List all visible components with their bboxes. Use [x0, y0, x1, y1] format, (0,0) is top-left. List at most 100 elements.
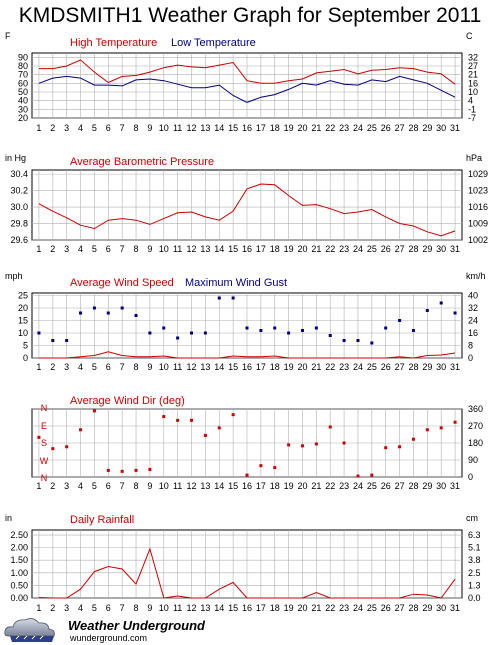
day-tick-label: 9: [147, 123, 152, 133]
data-point: [314, 326, 318, 330]
day-tick-label: 9: [147, 481, 152, 491]
day-tick-label: 3: [64, 362, 69, 372]
series-line: [38, 547, 456, 599]
left-tick-label: 0.00: [10, 593, 28, 603]
day-tick-label: 2: [50, 603, 55, 613]
day-tick-label: 8: [134, 244, 139, 254]
day-tick-label: 22: [325, 362, 335, 372]
day-tick-label: 6: [106, 603, 111, 613]
series-legend-label: Average Barometric Pressure: [70, 156, 214, 168]
data-point: [398, 445, 402, 449]
day-tick-label: 29: [422, 481, 432, 491]
day-tick-label: 13: [200, 244, 210, 254]
day-tick-label: 20: [297, 244, 307, 254]
right-tick-label: 6.3: [468, 530, 481, 540]
data-point: [51, 447, 55, 451]
data-point: [203, 331, 207, 335]
right-tick-label: 90: [468, 455, 478, 465]
day-tick-label: 25: [367, 481, 377, 491]
day-tick-label: 29: [422, 123, 432, 133]
day-tick-label: 1: [36, 603, 41, 613]
day-tick-label: 6: [106, 244, 111, 254]
day-tick-label: 5: [92, 603, 97, 613]
left-tick-label: 0: [23, 353, 28, 363]
day-tick-label: 5: [92, 362, 97, 372]
day-tick-label: 30: [436, 362, 446, 372]
day-tick-label: 14: [214, 362, 224, 372]
right-tick-label: 1029: [468, 169, 488, 179]
day-tick-label: 29: [422, 244, 432, 254]
right-tick-label: 180: [468, 438, 483, 448]
day-tick-label: 15: [228, 362, 238, 372]
day-tick-label: 23: [339, 481, 349, 491]
day-tick-label: 20: [297, 603, 307, 613]
right-tick-label: 0: [468, 472, 473, 482]
data-point: [65, 339, 69, 342]
day-tick-label: 30: [436, 603, 446, 613]
day-tick-label: 3: [64, 244, 69, 254]
wind-dir-letter: S: [41, 438, 47, 448]
day-tick-label: 14: [214, 481, 224, 491]
data-point: [190, 331, 194, 335]
right-tick-label: -1: [468, 104, 476, 114]
day-tick-label: 31: [450, 123, 460, 133]
right-tick-label: 270: [468, 421, 483, 431]
data-point: [439, 426, 443, 430]
right-tick-label: 4: [468, 96, 473, 106]
right-unit-label: cm: [466, 513, 478, 523]
day-tick-label: 27: [395, 603, 405, 613]
day-tick-label: 15: [228, 123, 238, 133]
data-point: [134, 468, 138, 472]
left-tick-label: 25: [18, 291, 28, 301]
day-tick-label: 2: [50, 362, 55, 372]
data-point: [106, 311, 110, 315]
day-tick-label: 7: [120, 481, 125, 491]
data-point: [398, 319, 402, 322]
day-tick-label: 1: [36, 362, 41, 372]
data-point: [342, 339, 346, 342]
day-tick-label: 10: [159, 123, 169, 133]
day-tick-label: 4: [78, 362, 83, 372]
day-tick-label: 20: [297, 123, 307, 133]
data-point: [425, 309, 429, 312]
day-tick-label: 11: [173, 603, 182, 613]
day-tick-label: 3: [64, 603, 69, 613]
data-point: [259, 329, 263, 332]
data-point: [162, 415, 166, 419]
right-tick-label: 24: [468, 316, 478, 326]
data-point: [37, 435, 41, 439]
day-tick-label: 30: [436, 244, 446, 254]
day-tick-label: 25: [367, 123, 377, 133]
data-point: [217, 426, 221, 430]
footer: Weather Underground wunderground.com: [0, 612, 260, 645]
day-tick-label: 15: [228, 603, 238, 613]
data-point: [273, 466, 277, 470]
data-point: [411, 437, 415, 441]
day-tick-label: 30: [436, 481, 446, 491]
panel-rain: 1 2 3 4 5 6 7 8 9 10 11 12 13 14 15 16 17 18 19 20 21 22 23 24 2…: [5, 513, 481, 613]
series-line: [38, 59, 456, 85]
right-unit-label: km/h: [466, 271, 486, 281]
day-tick-label: 17: [256, 481, 266, 491]
day-tick-label: 19: [284, 244, 294, 254]
day-tick-label: 28: [408, 362, 418, 372]
left-tick-label: 5: [23, 341, 28, 351]
left-tick-label: 1.50: [10, 555, 28, 565]
day-tick-label: 16: [242, 362, 252, 372]
left-tick-label: 80: [18, 61, 28, 71]
right-tick-label: 32: [468, 52, 478, 62]
left-tick-label: 70: [18, 70, 28, 80]
day-tick-label: 1: [36, 481, 41, 491]
data-point: [92, 306, 96, 310]
day-tick-label: 11: [173, 481, 182, 491]
wind-dir-letter: W: [40, 456, 49, 466]
data-point: [314, 442, 318, 446]
data-point: [356, 474, 360, 478]
series-legend-label: Low Temperature: [171, 37, 256, 49]
day-tick-label: 17: [256, 362, 266, 372]
right-tick-label: 1016: [468, 202, 488, 212]
day-tick-label: 12: [187, 481, 197, 491]
day-tick-label: 15: [228, 481, 238, 491]
data-point: [176, 336, 180, 340]
day-tick-label: 4: [78, 481, 83, 491]
